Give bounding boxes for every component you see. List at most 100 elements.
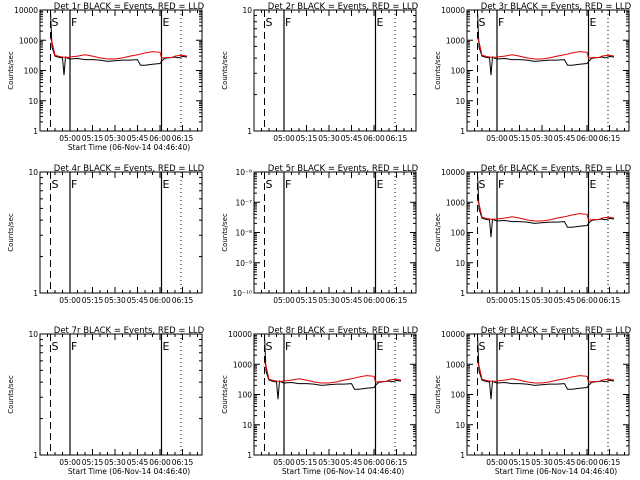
- x-tick-label: 05:15: [82, 134, 104, 143]
- y-tick-label: 10⁻¹⁰: [232, 289, 252, 298]
- x-tick-label: 06:00: [149, 296, 171, 305]
- detector-panel-4: Det 4r BLACK = Events, RED = LLD Counts/s…: [7, 164, 205, 305]
- y-tick-label: 1: [247, 451, 252, 460]
- y-tick-label: 10⁻⁶: [235, 168, 252, 177]
- marker-label: E: [163, 178, 170, 191]
- x-tick-label: 06:15: [599, 458, 621, 467]
- y-tick-label: 100: [451, 391, 466, 400]
- y-tick-label: 1: [460, 127, 465, 136]
- marker-label: E: [163, 340, 170, 353]
- x-tick-label: 05:45: [341, 458, 363, 467]
- panel-title: Det 1r BLACK = Events, RED = LLD: [54, 2, 205, 12]
- y-axis-label: Counts/sec: [221, 51, 229, 90]
- x-tick-label: 05:30: [318, 134, 340, 143]
- marker-label: S: [266, 16, 273, 29]
- x-tick-label: 05:15: [509, 296, 531, 305]
- plot-frame: [253, 171, 417, 294]
- x-tick-label: 06:00: [576, 458, 598, 467]
- plot-frame: [39, 171, 203, 294]
- x-tick-label: 05:45: [127, 134, 149, 143]
- marker-label: F: [71, 178, 77, 191]
- marker-label: F: [71, 16, 77, 29]
- y-tick-label: 100: [24, 67, 39, 76]
- detector-panel-9: Det 9r BLACK = Events, RED = LLD Counts/s…: [434, 326, 632, 476]
- y-tick-label: 1: [460, 289, 465, 298]
- x-tick-label: 06:00: [363, 134, 385, 143]
- plot-frame: [39, 333, 203, 456]
- y-tick-label: 10000: [441, 168, 465, 177]
- x-tick-label: 05:15: [296, 296, 318, 305]
- marker-label: F: [498, 340, 504, 353]
- panel-title: Det 4r BLACK = Events, RED = LLD: [54, 164, 205, 174]
- marker-label: S: [479, 340, 486, 353]
- y-tick-label: 1: [33, 451, 38, 460]
- detector-panel-1: Det 1r BLACK = Events, RED = LLD Counts/s…: [7, 2, 205, 152]
- x-tick-label: 05:30: [104, 296, 126, 305]
- y-tick-label: 1000: [446, 36, 465, 45]
- x-tick-label: 05:30: [531, 134, 553, 143]
- marker-label: S: [52, 16, 59, 29]
- y-tick-label: 10000: [441, 330, 465, 339]
- marker-label: F: [285, 178, 291, 191]
- panel-title: Det 5r BLACK = Events, RED = LLD: [268, 164, 419, 174]
- marker-label: S: [266, 178, 273, 191]
- x-tick-label: 05:15: [82, 458, 104, 467]
- y-axis-label: Counts/sec: [7, 51, 15, 90]
- x-tick-label: 05:30: [531, 458, 553, 467]
- y-tick-label: 10: [28, 330, 38, 339]
- x-tick-label: 06:00: [149, 134, 171, 143]
- x-tick-label: 05:15: [82, 296, 104, 305]
- x-tick-label: 05:00: [273, 134, 295, 143]
- x-axis-label: Start Time (06-Nov-14 04:46:40): [495, 467, 617, 476]
- panel-title: Det 2r BLACK = Events, RED = LLD: [268, 2, 419, 12]
- marker-label: E: [590, 16, 597, 29]
- marker-label: F: [285, 340, 291, 353]
- lld-series-line: [477, 361, 615, 384]
- y-tick-label: 10⁻⁹: [235, 259, 252, 268]
- x-tick-label: 06:00: [363, 296, 385, 305]
- y-tick-label: 10: [242, 421, 252, 430]
- x-tick-label: 05:00: [486, 296, 508, 305]
- x-tick-label: 05:00: [59, 458, 81, 467]
- marker-label: E: [377, 16, 384, 29]
- marker-label: S: [52, 178, 59, 191]
- detector-panel-8: Det 8r BLACK = Events, RED = LLD Counts/s…: [221, 326, 419, 476]
- marker-label: S: [479, 178, 486, 191]
- x-tick-label: 06:15: [599, 134, 621, 143]
- y-tick-label: 100: [238, 391, 253, 400]
- y-tick-label: 10: [455, 259, 465, 268]
- marker-label: E: [377, 340, 384, 353]
- marker-label: S: [266, 340, 273, 353]
- y-tick-label: 10: [455, 421, 465, 430]
- detector-panel-3: Det 3r BLACK = Events, RED = LLD Counts/s…: [434, 2, 632, 143]
- x-tick-label: 06:15: [386, 296, 408, 305]
- x-tick-label: 05:15: [509, 134, 531, 143]
- x-tick-label: 05:30: [318, 296, 340, 305]
- y-tick-label: 1: [33, 289, 38, 298]
- x-tick-label: 05:30: [104, 134, 126, 143]
- x-tick-label: 06:15: [172, 134, 194, 143]
- y-tick-label: 10⁻⁷: [235, 198, 252, 207]
- marker-label: F: [285, 16, 291, 29]
- x-tick-label: 06:15: [386, 134, 408, 143]
- x-tick-label: 05:00: [486, 134, 508, 143]
- y-axis-label: Counts/sec: [7, 375, 15, 414]
- y-tick-label: 10: [455, 97, 465, 106]
- y-axis-label: Counts/sec: [434, 51, 442, 90]
- y-tick-label: 10000: [228, 330, 252, 339]
- x-tick-label: 05:45: [341, 296, 363, 305]
- marker-label: E: [163, 16, 170, 29]
- y-axis-label: Counts/sec: [434, 213, 442, 252]
- lld-series-line: [477, 37, 615, 60]
- x-tick-label: 05:15: [296, 458, 318, 467]
- y-tick-label: 1: [33, 127, 38, 136]
- x-tick-label: 05:15: [509, 458, 531, 467]
- x-tick-label: 05:45: [341, 134, 363, 143]
- x-tick-label: 06:00: [149, 458, 171, 467]
- y-tick-label: 10: [242, 6, 252, 15]
- marker-label: F: [498, 178, 504, 191]
- x-tick-label: 05:00: [59, 134, 81, 143]
- x-tick-label: 06:00: [576, 296, 598, 305]
- x-tick-label: 06:00: [576, 134, 598, 143]
